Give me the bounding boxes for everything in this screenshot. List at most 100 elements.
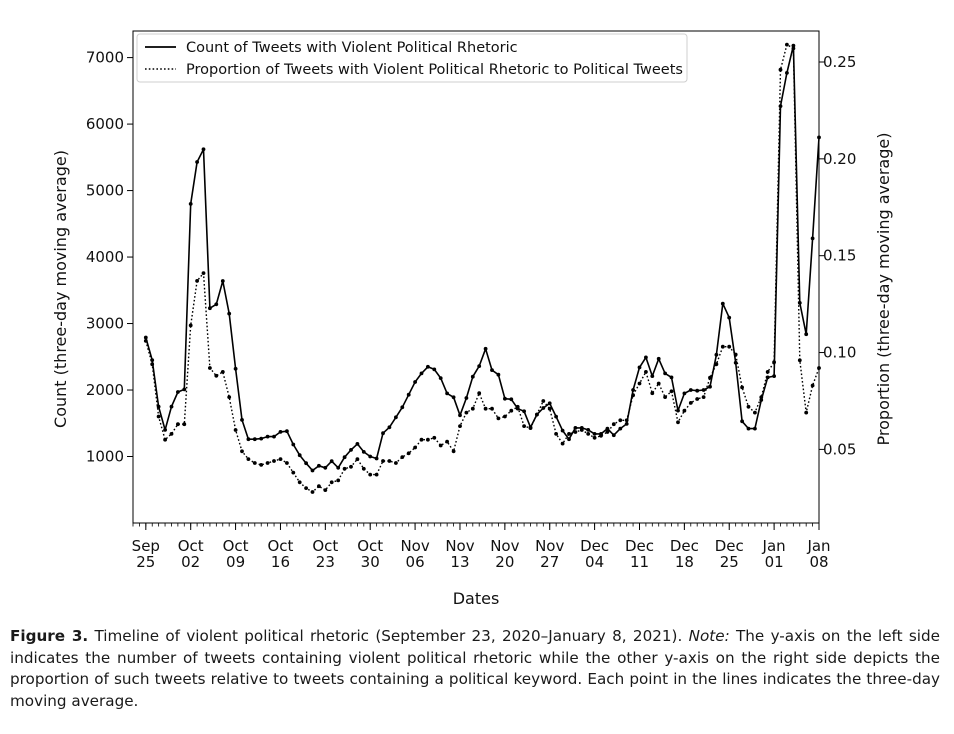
series-1-point xyxy=(573,426,578,430)
x-tick-label-month: Jan xyxy=(806,537,830,555)
series-1-point xyxy=(586,428,591,432)
x-tick-label-day: 23 xyxy=(316,553,335,571)
series-1-point xyxy=(233,366,238,371)
series-1-point xyxy=(560,428,565,433)
series-1-point xyxy=(714,352,719,357)
series-2-point xyxy=(361,466,366,471)
series-2-point xyxy=(688,401,693,405)
x-tick-label-month: Nov xyxy=(400,537,429,555)
series-2-point xyxy=(419,437,424,442)
series-2-point xyxy=(772,360,776,365)
series-1-point xyxy=(374,456,379,461)
series-2-point xyxy=(227,395,232,399)
series-2-point xyxy=(682,408,687,413)
series-2-point xyxy=(349,464,353,469)
series-2-point xyxy=(278,457,283,461)
series-1-point xyxy=(406,392,411,397)
series-2-point xyxy=(143,339,148,343)
series-1-point xyxy=(611,433,616,438)
series-1-point xyxy=(349,448,353,452)
series-2-point xyxy=(394,461,398,465)
series-1-point xyxy=(817,135,821,140)
figure-label: Figure 3. xyxy=(10,627,89,645)
x-tick-label-day: 13 xyxy=(450,553,469,571)
series-1-point xyxy=(470,374,475,379)
series-2-point xyxy=(515,404,520,409)
series-1-point xyxy=(342,455,347,460)
legend-label-2: Proportion of Tweets with Violent Politi… xyxy=(186,62,683,78)
series-2-point xyxy=(573,430,578,434)
series-2-point xyxy=(381,459,385,463)
series-1-point xyxy=(227,311,232,316)
series-1-point xyxy=(605,426,610,431)
legend: Count of Tweets with Violent Political R… xyxy=(136,33,688,83)
series-1-point xyxy=(432,367,437,372)
x-tick-label-day: 02 xyxy=(181,553,200,571)
series-1-point xyxy=(310,468,315,473)
caption-note-text: The y-axis on the left side indicates th… xyxy=(10,627,940,710)
series-2-point xyxy=(541,399,546,403)
series-2-line xyxy=(145,43,820,493)
series-2-point xyxy=(182,422,187,427)
series-2-point xyxy=(317,484,321,489)
series-1-point xyxy=(740,419,744,424)
series-1-line xyxy=(145,44,820,472)
series-2-point xyxy=(387,459,392,463)
y-left-tick-label: 1000 xyxy=(86,448,124,466)
series-2-point xyxy=(156,414,161,419)
series-2-point xyxy=(310,490,315,494)
series-1-point xyxy=(637,365,642,370)
series-1-point xyxy=(631,388,635,392)
series-1-point xyxy=(669,375,674,380)
series-1-point xyxy=(329,459,334,464)
series-2-point xyxy=(291,470,296,475)
series-2-point xyxy=(265,461,270,465)
series-1-point xyxy=(663,371,667,376)
series-1-point xyxy=(804,332,809,337)
series-2-point xyxy=(208,366,212,370)
series-2-point xyxy=(644,370,648,374)
x-tick-label-day: 27 xyxy=(540,553,559,571)
series-2-point xyxy=(778,67,783,72)
series-1-point xyxy=(317,463,321,468)
series-1-point xyxy=(355,442,360,446)
series-1-point xyxy=(477,364,482,368)
x-tick-label-day: 25 xyxy=(136,553,155,571)
x-tick-label-day: 04 xyxy=(585,553,604,571)
series-1-point xyxy=(304,461,308,466)
series-2-point xyxy=(714,362,719,367)
series-2-point xyxy=(195,279,200,283)
series-1-point xyxy=(496,372,501,377)
series-1-point xyxy=(541,406,546,410)
series-1-point xyxy=(785,71,789,75)
series-2-point xyxy=(304,486,308,490)
legend-box xyxy=(136,33,688,83)
series-1-point xyxy=(240,418,244,422)
y-right-tick-label: 0.20 xyxy=(823,150,856,168)
series-1-point xyxy=(394,415,398,420)
x-tick-label-month: Dec xyxy=(580,537,609,555)
series-1-point xyxy=(483,346,488,351)
series-1-point xyxy=(445,391,449,396)
series-2-point xyxy=(701,395,706,399)
series-1-point xyxy=(169,404,174,409)
series-1-point xyxy=(688,388,693,392)
series-2-point xyxy=(432,435,437,440)
series-1-point xyxy=(278,430,283,434)
series-2-point xyxy=(528,426,533,430)
series-layer xyxy=(143,42,821,494)
series-2-point xyxy=(214,373,219,378)
series-2-point xyxy=(220,370,225,374)
series-1-point xyxy=(490,368,494,372)
series-1-point xyxy=(220,279,225,283)
series-2-point xyxy=(656,381,661,386)
x-tick-label-day: 06 xyxy=(406,553,425,571)
series-2-point xyxy=(669,389,674,394)
series-2-point xyxy=(522,424,526,428)
y-left-tick-label: 5000 xyxy=(86,182,124,200)
series-1-point xyxy=(246,437,251,442)
x-tick-label-day: 20 xyxy=(495,553,514,571)
series-1-point xyxy=(291,442,296,447)
series-2-point xyxy=(765,370,770,374)
series-2-point xyxy=(676,420,680,425)
